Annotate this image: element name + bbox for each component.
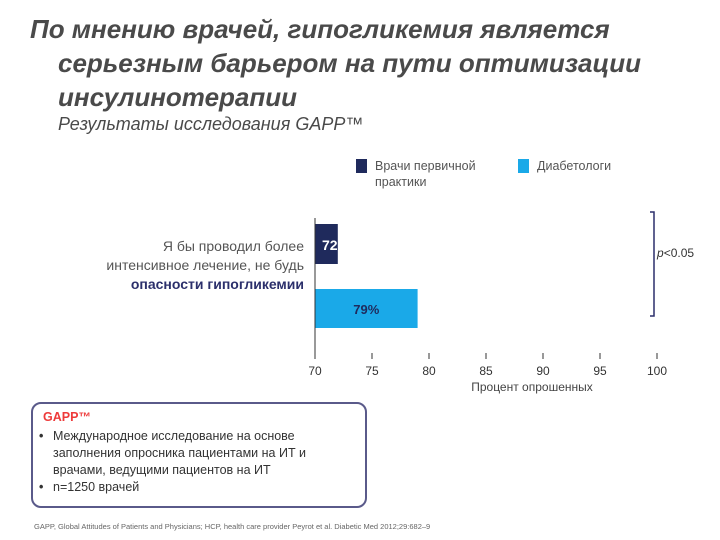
footnote: GAPP, Global Attitudes of Patients and P… [34, 522, 431, 531]
title-line-1: По мнению врачей, гипогликемия является [30, 14, 610, 44]
x-tick-label: 70 [308, 364, 322, 378]
x-tick-label: 90 [536, 364, 550, 378]
x-tick-label: 100 [647, 364, 667, 378]
legend-swatch-diabetologists [518, 159, 529, 173]
significance-bracket [650, 211, 655, 317]
gapp-bullet-text-1: Международное исследование на основе зап… [53, 429, 307, 477]
gapp-bullet-item: • n=1250 врачей [39, 479, 361, 496]
category-label-line-2: интенсивное лечение, не будь [106, 257, 304, 273]
legend-label-diabetologists: Диабетологи [537, 159, 612, 173]
legend-item-primary-care: Врачи первичной практики [356, 158, 505, 190]
gapp-bullet-item: • Международное исследование на основе з… [39, 428, 361, 479]
bar-primary-care [315, 224, 338, 264]
legend-item-diabetologists: Диабетологи [518, 158, 667, 174]
bullet-icon: • [39, 480, 44, 494]
bar-label-diabetologists: 79% [353, 302, 379, 317]
category-label-line-3: опасности гипогликемии [130, 276, 304, 292]
legend-label-primary-care: Врачи первичной практики [375, 159, 476, 189]
bar-diabetologists [315, 289, 418, 328]
title-line-3: инсулинотерапии [58, 82, 298, 112]
gapp-bullet-text-2: n=1250 врачей [53, 480, 140, 494]
category-label-line-1: Я бы проводил более [162, 238, 304, 254]
gapp-title: GAPP™ [43, 410, 91, 424]
x-axis-label: Процент опрошенных [471, 380, 593, 394]
legend-swatch-primary-care [356, 159, 367, 173]
x-tick-label: 75 [365, 364, 379, 378]
bullet-icon: • [39, 429, 44, 443]
page-subtitle: Результаты исследования GAPP™ [58, 114, 364, 134]
x-tick-label: 95 [593, 364, 607, 378]
gapp-bullet-list: • Международное исследование на основе з… [39, 428, 361, 496]
bar-label-primary-care: 72% [322, 237, 351, 253]
p-value-annotation: p<0.05 [657, 246, 694, 260]
title-line-2: серьезным барьером на пути оптимизации [58, 48, 642, 78]
page-title: По мнению врачей, гипогликемия является … [30, 12, 710, 114]
x-tick-label: 80 [422, 364, 436, 378]
gapp-info-box: GAPP™ • Международное исследование на ос… [31, 402, 367, 508]
category-label: Я бы проводил более интенсивное лечение,… [60, 237, 304, 294]
p-value-italic: p [657, 246, 664, 260]
x-tick-label: 85 [479, 364, 493, 378]
p-value-rest: <0.05 [663, 246, 695, 260]
